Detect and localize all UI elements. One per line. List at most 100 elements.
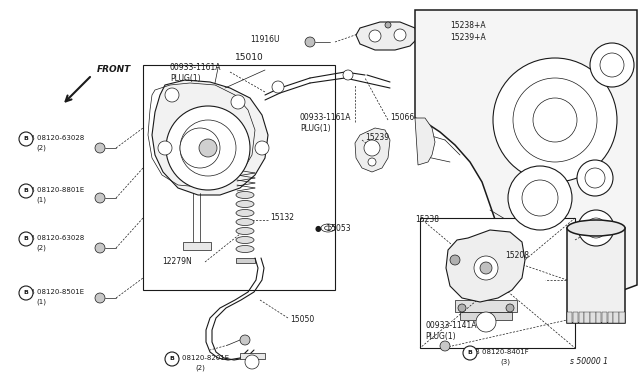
Circle shape [364, 140, 380, 156]
Ellipse shape [236, 201, 254, 208]
Circle shape [474, 256, 498, 280]
Circle shape [394, 29, 406, 41]
Circle shape [450, 255, 460, 265]
Text: 00933-1141A: 00933-1141A [425, 321, 477, 330]
Ellipse shape [236, 192, 254, 199]
Circle shape [513, 78, 597, 162]
Text: ●  15053: ● 15053 [315, 224, 351, 232]
Bar [602, 312, 607, 323]
Circle shape [590, 43, 634, 87]
Circle shape [508, 166, 572, 230]
Polygon shape [152, 80, 268, 195]
Ellipse shape [236, 209, 254, 217]
Ellipse shape [236, 237, 254, 244]
Circle shape [607, 225, 612, 231]
Circle shape [95, 193, 105, 203]
Bar [420, 218, 575, 348]
Circle shape [493, 58, 617, 182]
Ellipse shape [236, 246, 254, 253]
Text: B: B [24, 189, 28, 193]
Bar [579, 312, 584, 323]
Text: 15238+A: 15238+A [450, 20, 486, 29]
Bar [567, 312, 572, 323]
Bar [596, 312, 602, 323]
Polygon shape [356, 22, 418, 50]
Circle shape [180, 120, 236, 176]
Circle shape [19, 232, 33, 246]
Ellipse shape [321, 224, 335, 232]
Bar [607, 312, 613, 323]
Text: 15239+A: 15239+A [450, 32, 486, 42]
Circle shape [95, 143, 105, 153]
Text: 00933-1161A: 00933-1161A [300, 113, 351, 122]
Circle shape [604, 228, 609, 233]
Text: 12279N: 12279N [162, 257, 192, 266]
Text: 15066: 15066 [390, 113, 414, 122]
Ellipse shape [236, 218, 254, 225]
Text: B 08120-8201E: B 08120-8201E [175, 355, 229, 361]
Circle shape [577, 160, 613, 196]
Circle shape [19, 286, 33, 300]
Circle shape [584, 223, 589, 228]
Bar [567, 228, 625, 323]
Circle shape [305, 37, 315, 47]
Text: B 08120-8801E: B 08120-8801E [30, 187, 84, 193]
Circle shape [476, 312, 496, 332]
Ellipse shape [324, 226, 332, 230]
Circle shape [240, 335, 250, 345]
Bar [183, 242, 211, 250]
Ellipse shape [236, 228, 254, 234]
Circle shape [578, 210, 614, 246]
Circle shape [579, 225, 584, 231]
Circle shape [180, 128, 220, 168]
Bar [620, 312, 625, 323]
Bar [455, 300, 517, 312]
Text: 15208: 15208 [505, 250, 529, 260]
Polygon shape [415, 118, 435, 165]
Text: (2): (2) [36, 245, 46, 251]
Circle shape [272, 81, 284, 93]
Bar [236, 258, 255, 263]
Text: 11916U: 11916U [250, 35, 280, 45]
Text: (2): (2) [195, 365, 205, 371]
Text: 15050: 15050 [290, 315, 314, 324]
Circle shape [480, 262, 492, 274]
Text: B: B [468, 350, 472, 356]
Text: B: B [24, 291, 28, 295]
Bar [573, 312, 578, 323]
Text: PLUG(1): PLUG(1) [425, 331, 456, 340]
Bar [143, 65, 335, 290]
Ellipse shape [567, 220, 625, 236]
Circle shape [585, 168, 605, 188]
Circle shape [604, 223, 609, 228]
Circle shape [369, 30, 381, 42]
Circle shape [165, 88, 179, 102]
Circle shape [231, 95, 245, 109]
Circle shape [245, 355, 259, 369]
Circle shape [506, 304, 514, 312]
Text: (1): (1) [36, 299, 46, 305]
Text: B 08120-8401F: B 08120-8401F [475, 349, 529, 355]
Text: 15010: 15010 [235, 54, 264, 62]
Text: PLUG(1): PLUG(1) [170, 74, 200, 83]
Text: 15238: 15238 [415, 215, 439, 224]
Bar [460, 312, 512, 320]
Text: 15132: 15132 [270, 214, 294, 222]
Text: 00933-1161A: 00933-1161A [170, 64, 221, 73]
Circle shape [385, 22, 391, 28]
Circle shape [158, 141, 172, 155]
Circle shape [586, 218, 606, 238]
Circle shape [584, 228, 589, 233]
Text: FRONT: FRONT [97, 65, 131, 74]
Circle shape [458, 304, 466, 312]
Polygon shape [415, 10, 637, 312]
Text: 15239: 15239 [365, 134, 389, 142]
Circle shape [199, 139, 217, 157]
Bar [613, 312, 619, 323]
Circle shape [165, 352, 179, 366]
Circle shape [522, 180, 558, 216]
Circle shape [593, 221, 598, 227]
Polygon shape [355, 128, 390, 172]
Text: B 08120-8501E: B 08120-8501E [30, 289, 84, 295]
Circle shape [600, 53, 624, 77]
